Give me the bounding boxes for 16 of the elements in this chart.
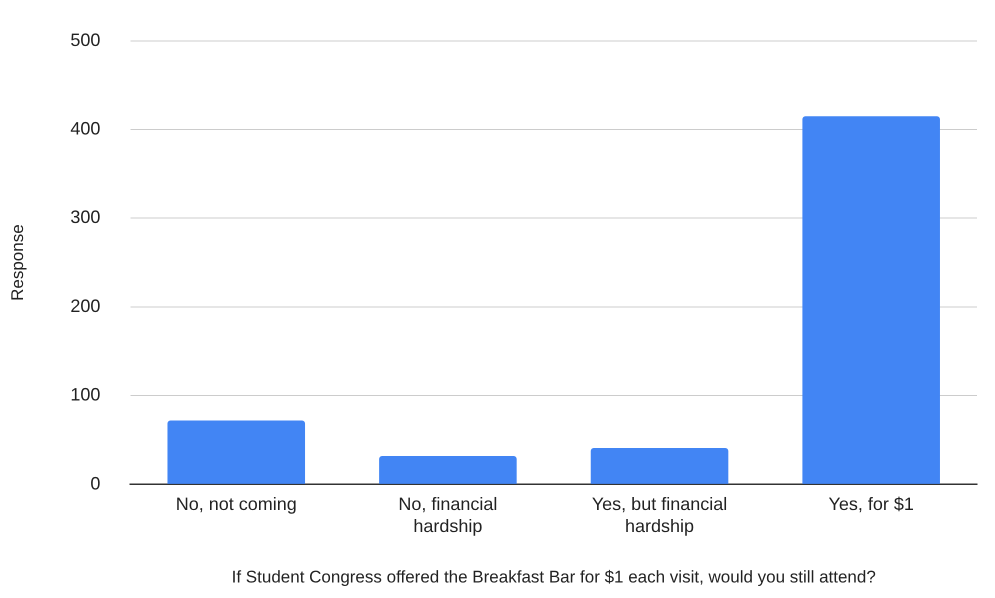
bar [167, 420, 306, 484]
x-tick-label: Yes, but financial hardship [592, 494, 728, 536]
x-tick-label: No, not coming [176, 494, 297, 514]
y-tick-label: 200 [70, 296, 100, 316]
y-tick-label: 300 [70, 207, 100, 228]
x-tick-label: Yes, for $1 [828, 494, 914, 514]
y-axis-title: Response [8, 224, 27, 301]
y-tick-label: 500 [70, 30, 100, 50]
x-axis-title: If Student Congress offered the Breakfast Bar for $1 each visit, would you still attend? [232, 567, 876, 586]
y-tick-label: 400 [70, 118, 100, 138]
y-tick-label: 100 [70, 384, 100, 405]
bar [590, 448, 728, 484]
bar [379, 456, 517, 484]
y-tick-label: 0 [90, 473, 100, 494]
x-tick-label: No, financial hardship [398, 494, 498, 536]
bar [802, 116, 940, 484]
